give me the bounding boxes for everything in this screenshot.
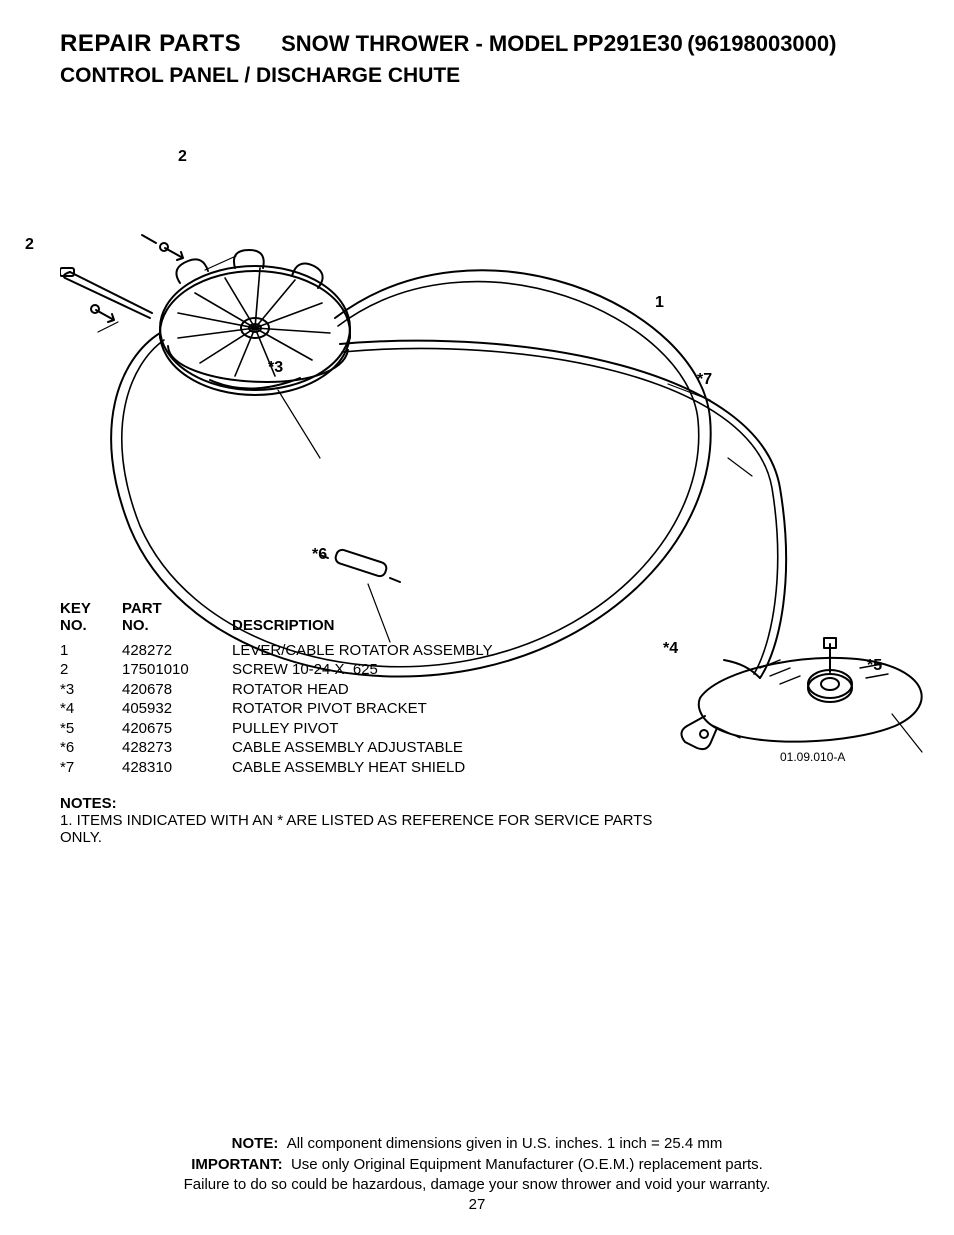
callout-2-top: 2 [178,148,187,166]
cell-key: *3 [60,680,122,700]
page-number: 27 [0,1196,954,1213]
cell-part: 405932 [122,699,232,719]
cell-key: *4 [60,699,122,719]
th-key: KEYNO. [60,600,122,635]
cell-desc: SCREW 10-24 X .625 [232,660,660,680]
callout-5: *5 [867,657,882,675]
table-row: *5420675PULLEY PIVOT [60,719,660,739]
parts-table: KEYNO. PARTNO. DESCRIPTION 1428272LEVER/… [60,600,660,846]
footer-important: IMPORTANT: Use only Original Equipment M… [0,1155,954,1175]
callout-4: *4 [663,640,678,658]
notes-title: NOTES: [60,795,660,812]
cell-part: 428273 [122,738,232,758]
page: REPAIR PARTS SNOW THROWER - MODEL PP291E… [0,0,954,1235]
title-product: SNOW THROWER - MODEL PP291E30 (961980030… [281,30,836,57]
important-text: Use only Original Equipment Manufacturer… [291,1156,763,1173]
table-row: 1428272LEVER/CABLE ROTATOR ASSEMBLY [60,641,660,661]
callout-2-left: 2 [25,236,34,254]
subtitle: CONTROL PANEL / DISCHARGE CHUTE [60,64,894,88]
callout-6: *6 [312,546,327,564]
exploded-diagram: 2 2 *3 1 *7 *6 *4 *5 01.09.010-A [60,108,890,628]
cell-desc: ROTATOR HEAD [232,680,660,700]
footer: NOTE: All component dimensions given in … [0,1134,954,1195]
cell-part: 428272 [122,641,232,661]
cell-key: *7 [60,758,122,778]
table-row: *3420678ROTATOR HEAD [60,680,660,700]
table-row: *7428310CABLE ASSEMBLY HEAT SHIELD [60,758,660,778]
cell-desc: ROTATOR PIVOT BRACKET [232,699,660,719]
model-code: PP291E30 [573,30,683,56]
cell-part: 420675 [122,719,232,739]
table-header: KEYNO. PARTNO. DESCRIPTION [60,600,660,635]
product-line: SNOW THROWER - MODEL [281,31,568,56]
footer-warn: Failure to do so could be hazardous, dam… [0,1175,954,1195]
drawing-number: 01.09.010-A [780,750,845,764]
note-text: All component dimensions given in U.S. i… [287,1135,723,1152]
cell-part: 428310 [122,758,232,778]
table-row: 217501010SCREW 10-24 X .625 [60,660,660,680]
cell-key: 1 [60,641,122,661]
table-row: *6428273CABLE ASSEMBLY ADJUSTABLE [60,738,660,758]
th-part: PARTNO. [122,600,232,635]
cell-desc: CABLE ASSEMBLY ADJUSTABLE [232,738,660,758]
callout-1: 1 [655,294,664,312]
header-line-1: REPAIR PARTS SNOW THROWER - MODEL PP291E… [60,30,894,58]
note-label: NOTE: [232,1135,279,1152]
callout-7: *7 [697,371,712,389]
title-repair-parts: REPAIR PARTS [60,30,241,58]
notes-block: NOTES: 1. ITEMS INDICATED WITH AN * ARE … [60,795,660,846]
th-desc: DESCRIPTION [232,617,660,634]
cell-key: 2 [60,660,122,680]
model-number: (96198003000) [687,31,836,56]
important-label: IMPORTANT: [191,1156,282,1173]
cell-desc: PULLEY PIVOT [232,719,660,739]
callout-3: *3 [268,359,283,377]
cell-desc: CABLE ASSEMBLY HEAT SHIELD [232,758,660,778]
cell-key: *5 [60,719,122,739]
table-row: *4405932ROTATOR PIVOT BRACKET [60,699,660,719]
notes-item: 1. ITEMS INDICATED WITH AN * ARE LISTED … [60,812,660,846]
cell-part: 17501010 [122,660,232,680]
footer-note: NOTE: All component dimensions given in … [0,1134,954,1154]
table-body: 1428272LEVER/CABLE ROTATOR ASSEMBLY21750… [60,641,660,778]
cell-key: *6 [60,738,122,758]
cell-desc: LEVER/CABLE ROTATOR ASSEMBLY [232,641,660,661]
cell-part: 420678 [122,680,232,700]
